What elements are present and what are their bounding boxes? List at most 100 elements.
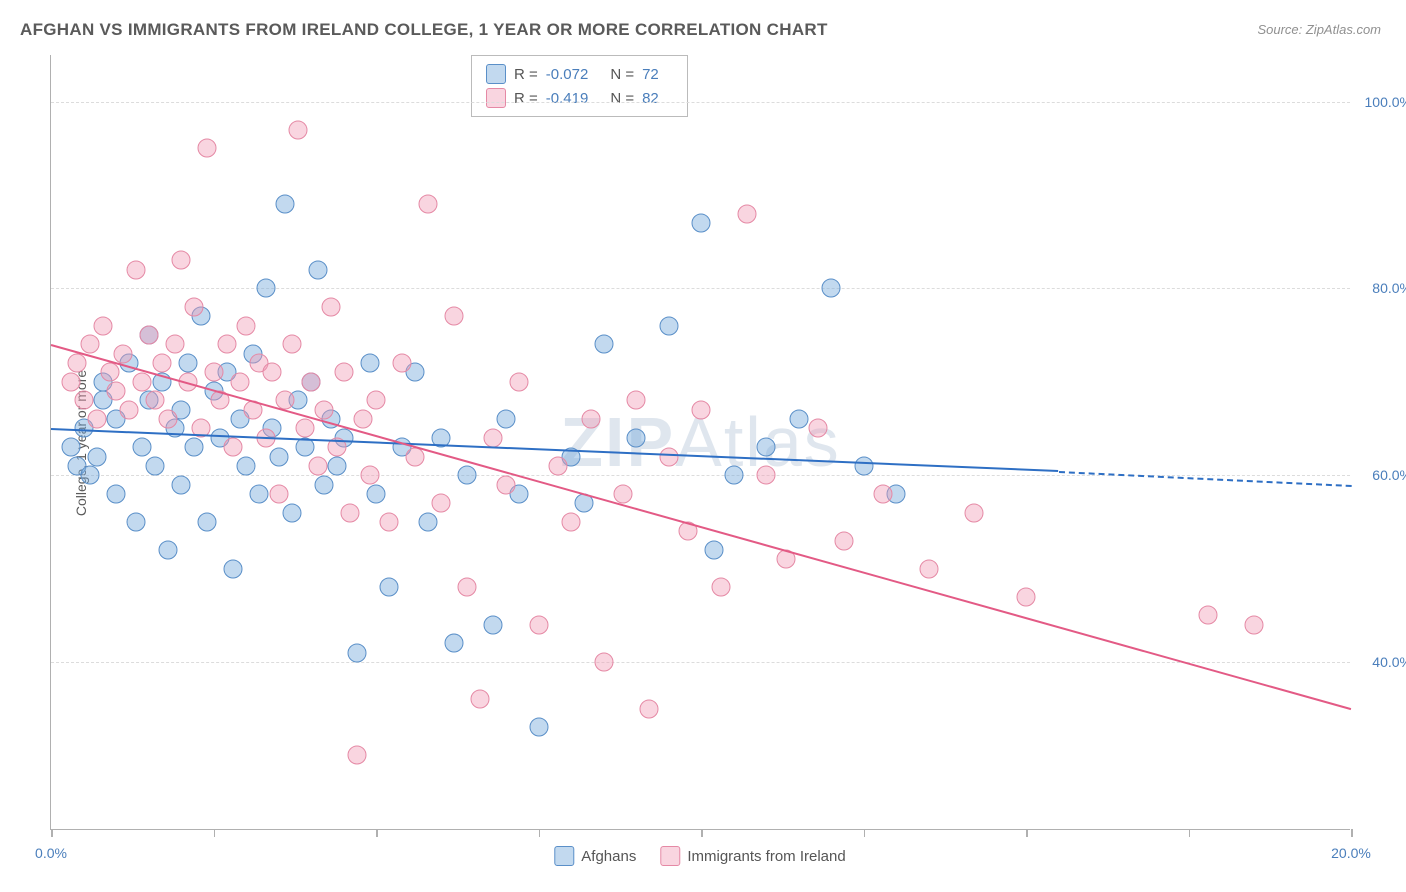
chart-container: College, 1 year or more ZIPAtlas R =-0.0… <box>50 55 1350 830</box>
scatter-point <box>68 354 87 373</box>
scatter-point <box>471 690 490 709</box>
scatter-point <box>289 120 308 139</box>
scatter-point <box>81 335 100 354</box>
scatter-point <box>224 559 243 578</box>
scatter-point <box>380 578 399 597</box>
scatter-point <box>360 354 379 373</box>
x-tick <box>1026 829 1028 837</box>
scatter-point <box>74 391 93 410</box>
scatter-point <box>256 279 275 298</box>
scatter-point <box>965 503 984 522</box>
x-tick <box>1189 829 1191 837</box>
n-value: 82 <box>642 90 659 107</box>
scatter-point <box>367 484 386 503</box>
r-value: -0.419 <box>546 90 589 107</box>
grid-line <box>51 288 1350 289</box>
x-tick <box>51 829 53 837</box>
scatter-point <box>822 279 841 298</box>
scatter-point <box>874 484 893 503</box>
scatter-point <box>146 391 165 410</box>
scatter-point <box>217 335 236 354</box>
scatter-point <box>367 391 386 410</box>
scatter-point <box>581 410 600 429</box>
scatter-point <box>146 456 165 475</box>
scatter-point <box>737 204 756 223</box>
scatter-point <box>640 699 659 718</box>
scatter-point <box>133 372 152 391</box>
scatter-point <box>380 512 399 531</box>
scatter-point <box>100 363 119 382</box>
y-tick-label: 40.0% <box>1372 654 1406 670</box>
scatter-point <box>113 344 132 363</box>
scatter-point <box>334 363 353 382</box>
chart-title: AFGHAN VS IMMIGRANTS FROM IRELAND COLLEG… <box>20 20 828 40</box>
scatter-point <box>659 447 678 466</box>
scatter-point <box>308 260 327 279</box>
scatter-point <box>178 354 197 373</box>
scatter-point <box>484 615 503 634</box>
scatter-point <box>107 382 126 401</box>
scatter-point <box>724 466 743 485</box>
scatter-point <box>133 438 152 457</box>
scatter-point <box>627 391 646 410</box>
scatter-point <box>263 363 282 382</box>
scatter-point <box>341 503 360 522</box>
scatter-point <box>126 260 145 279</box>
scatter-point <box>237 316 256 335</box>
scatter-point <box>497 410 516 429</box>
scatter-point <box>185 438 204 457</box>
y-tick-label: 80.0% <box>1372 280 1406 296</box>
scatter-point <box>295 419 314 438</box>
scatter-point <box>282 503 301 522</box>
grid-line <box>51 662 1350 663</box>
scatter-point <box>484 428 503 447</box>
plot-area: ZIPAtlas R =-0.072N =72R =-0.419N =82 40… <box>50 55 1350 830</box>
scatter-point <box>87 447 106 466</box>
scatter-point <box>510 372 529 391</box>
r-label: R = <box>514 90 538 107</box>
scatter-point <box>562 512 581 531</box>
legend-swatch <box>660 846 680 866</box>
scatter-point <box>432 494 451 513</box>
scatter-point <box>107 484 126 503</box>
scatter-point <box>269 447 288 466</box>
n-label: N = <box>610 66 634 83</box>
scatter-point <box>497 475 516 494</box>
scatter-point <box>308 456 327 475</box>
n-label: N = <box>610 90 634 107</box>
scatter-point <box>711 578 730 597</box>
scatter-point <box>419 512 438 531</box>
x-tick-label: 0.0% <box>35 845 67 861</box>
scatter-point <box>302 372 321 391</box>
scatter-point <box>1199 606 1218 625</box>
scatter-point <box>594 335 613 354</box>
scatter-point <box>659 316 678 335</box>
scatter-point <box>159 410 178 429</box>
scatter-point <box>529 615 548 634</box>
scatter-point <box>282 335 301 354</box>
scatter-point <box>315 400 334 419</box>
scatter-point <box>198 512 217 531</box>
scatter-point <box>809 419 828 438</box>
scatter-point <box>269 484 288 503</box>
x-tick <box>1351 829 1353 837</box>
x-tick <box>539 829 541 837</box>
x-tick-label: 20.0% <box>1331 845 1371 861</box>
scatter-point <box>315 475 334 494</box>
scatter-point <box>614 484 633 503</box>
r-label: R = <box>514 66 538 83</box>
legend-swatch <box>486 64 506 84</box>
scatter-point <box>185 298 204 317</box>
scatter-point <box>360 466 379 485</box>
scatter-point <box>354 410 373 429</box>
scatter-point <box>1017 587 1036 606</box>
x-tick <box>376 829 378 837</box>
scatter-point <box>445 634 464 653</box>
scatter-point <box>237 456 256 475</box>
scatter-point <box>321 298 340 317</box>
scatter-point <box>172 251 191 270</box>
legend-swatch <box>486 88 506 108</box>
stats-legend-row: R = -0.419 N = 82 <box>486 86 673 110</box>
bottom-legend: AfghansImmigrants from Ireland <box>554 846 845 866</box>
y-tick-label: 60.0% <box>1372 467 1406 483</box>
